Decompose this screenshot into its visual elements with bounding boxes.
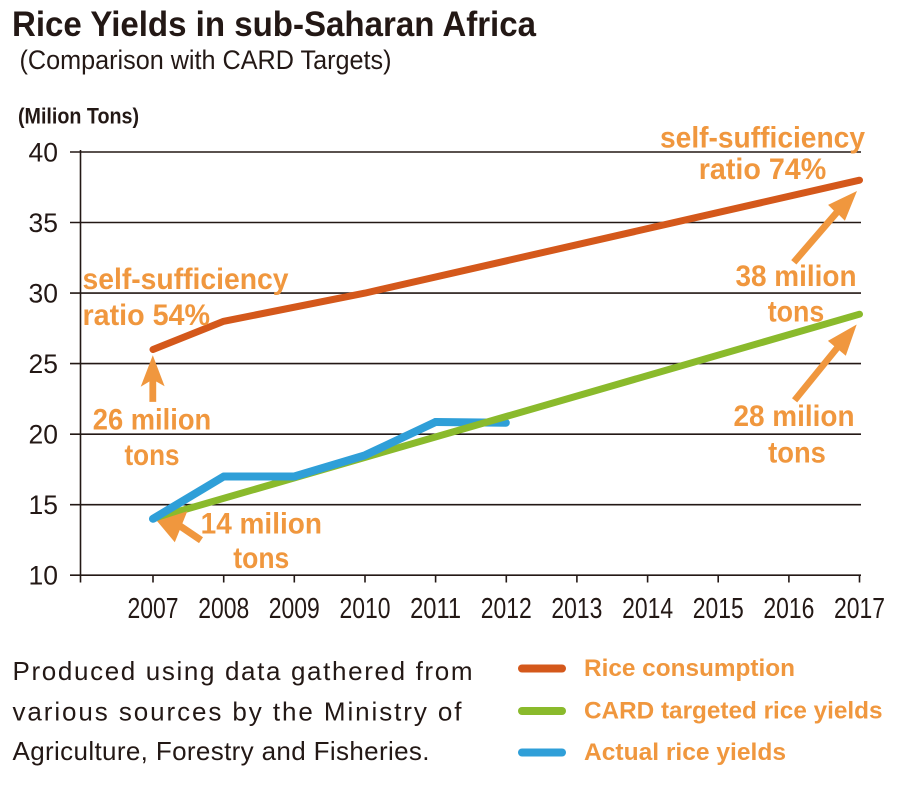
svg-text:self-sufficiency: self-sufficiency xyxy=(660,122,865,155)
svg-text:self-sufficiency: self-sufficiency xyxy=(83,263,289,296)
svg-text:Actual rice yields: Actual rice yields xyxy=(584,739,786,766)
svg-text:10: 10 xyxy=(29,561,58,591)
svg-text:tons: tons xyxy=(233,542,289,575)
svg-text:15: 15 xyxy=(29,490,58,520)
svg-text:28 milion: 28 milion xyxy=(734,400,855,433)
svg-text:Rice consumption: Rice consumption xyxy=(584,655,795,682)
svg-text:30: 30 xyxy=(29,278,58,308)
svg-text:2008: 2008 xyxy=(198,593,249,625)
svg-text:20: 20 xyxy=(29,420,58,450)
svg-text:2015: 2015 xyxy=(693,593,744,625)
svg-text:CARD targeted rice yields: CARD targeted rice yields xyxy=(584,698,883,725)
svg-text:2017: 2017 xyxy=(834,593,885,625)
svg-text:2007: 2007 xyxy=(128,593,179,625)
svg-text:tons: tons xyxy=(768,437,826,470)
svg-text:2010: 2010 xyxy=(340,593,391,625)
svg-text:various sources by the Ministr: various sources by the Ministry of xyxy=(13,696,463,726)
svg-text:ratio 54%: ratio 54% xyxy=(83,299,211,332)
svg-text:Produced using data gathered f: Produced using data gathered from xyxy=(13,656,473,686)
svg-text:2012: 2012 xyxy=(481,593,532,625)
svg-text:2009: 2009 xyxy=(269,593,320,625)
svg-text:2014: 2014 xyxy=(622,593,673,625)
svg-text:25: 25 xyxy=(29,349,58,379)
svg-text:14 milion: 14 milion xyxy=(201,508,322,541)
svg-text:Rice Yields in sub-Saharan Afr: Rice Yields in sub-Saharan Africa xyxy=(12,5,536,44)
svg-text:tons: tons xyxy=(768,296,825,329)
svg-text:35: 35 xyxy=(29,208,58,238)
svg-text:40: 40 xyxy=(29,137,58,167)
svg-text:38 milion: 38 milion xyxy=(736,260,857,293)
svg-text:tons: tons xyxy=(125,439,180,472)
svg-text:2011: 2011 xyxy=(410,593,461,625)
svg-text:ratio 74%: ratio 74% xyxy=(699,153,827,186)
svg-text:(Milion Tons): (Milion Tons) xyxy=(18,104,139,129)
svg-text:Agriculture, Forestry and Fish: Agriculture, Forestry and Fisheries. xyxy=(13,736,430,766)
svg-text:2013: 2013 xyxy=(551,593,602,625)
svg-text:26 milion: 26 milion xyxy=(93,404,211,437)
svg-text:2016: 2016 xyxy=(763,593,814,625)
svg-text:(Comparison with CARD Targets): (Comparison with CARD Targets) xyxy=(20,45,392,75)
